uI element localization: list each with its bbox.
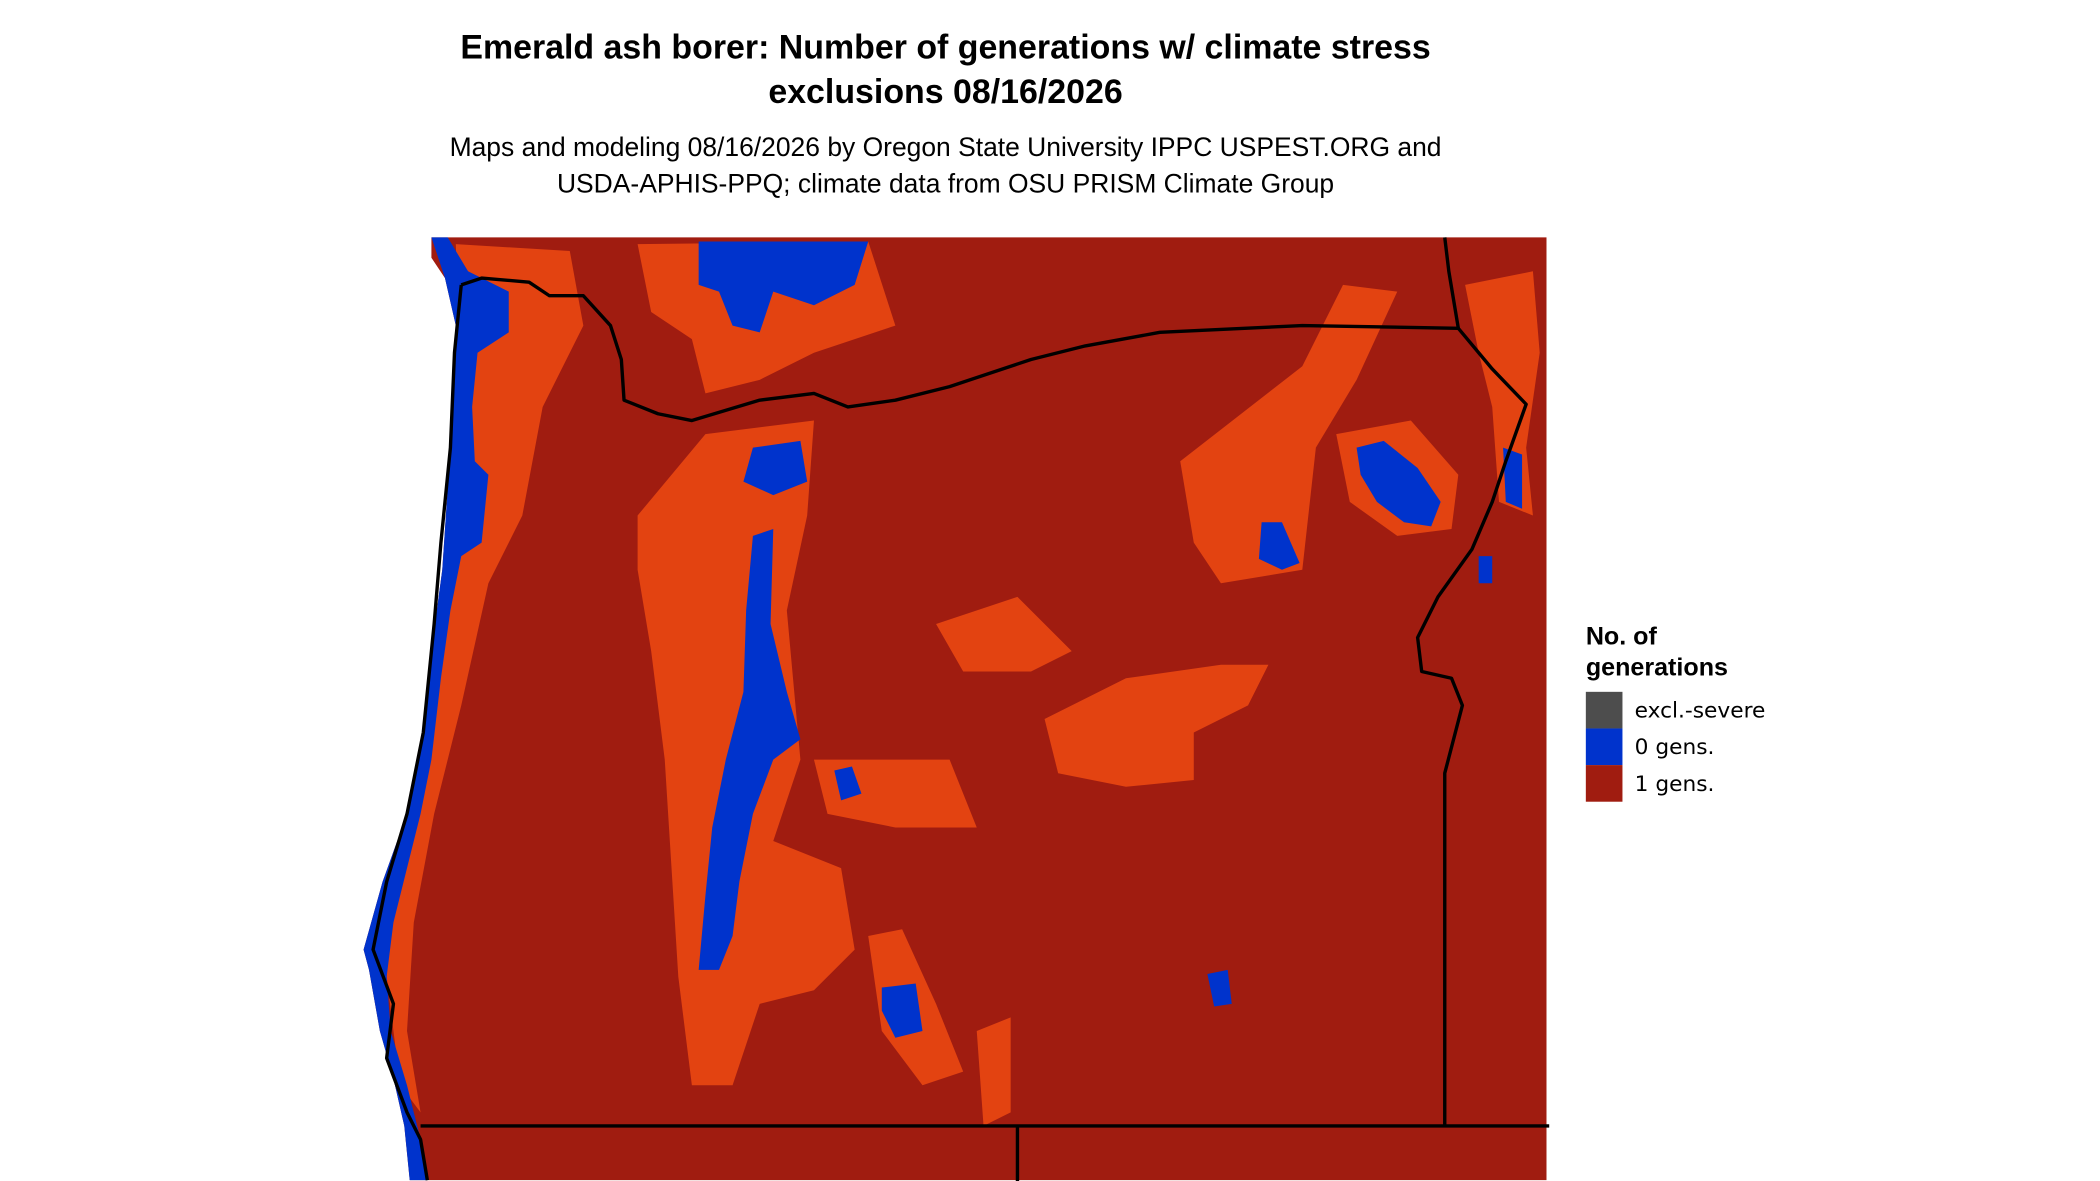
wallowa-cold [1356, 440, 1441, 527]
legend-swatch [1585, 691, 1623, 729]
coastline [371, 284, 463, 1181]
hood-cold [743, 440, 808, 496]
newberry-cold [834, 766, 862, 801]
washington-idaho-border [1443, 237, 1460, 329]
cold-zones [363, 237, 1523, 1181]
coast-range [386, 244, 584, 1113]
state-borders [371, 237, 1550, 1181]
oregon-outline [460, 276, 1528, 1126]
steens-cold [881, 969, 1232, 1038]
legend: No. of generations excl.-severe 0 gens. 1 … [1585, 622, 1766, 802]
coast-cold [363, 237, 509, 1181]
subtitle-line: Maps and modeling 08/16/2026 by Oregon S… [450, 132, 1442, 162]
blue-mountains [1180, 284, 1398, 584]
legend-title: No. of [1586, 622, 1658, 650]
elkhorn-cold [1258, 522, 1300, 570]
ne-corner-cold [1478, 447, 1523, 584]
legend-label: excl.-severe [1635, 699, 1766, 724]
central-highlands [936, 596, 1269, 787]
title-line: Emerald ash borer: Number of generations… [460, 28, 1430, 66]
subtitle-line: USDA-APHIS-PPQ; climate data from OSU PR… [557, 169, 1334, 199]
legend-label: 0 gens. [1635, 735, 1715, 760]
raster [363, 237, 1547, 1181]
cascade-cold [698, 529, 801, 970]
legend-label: 1 gens. [1635, 772, 1715, 797]
legend-title: generations [1586, 654, 1728, 682]
legend-swatch [1585, 765, 1623, 802]
north-cold [698, 241, 869, 333]
title-line: exclusions 08/16/2026 [768, 73, 1122, 111]
legend-swatch [1585, 728, 1623, 766]
south-highlands [813, 759, 1011, 1126]
